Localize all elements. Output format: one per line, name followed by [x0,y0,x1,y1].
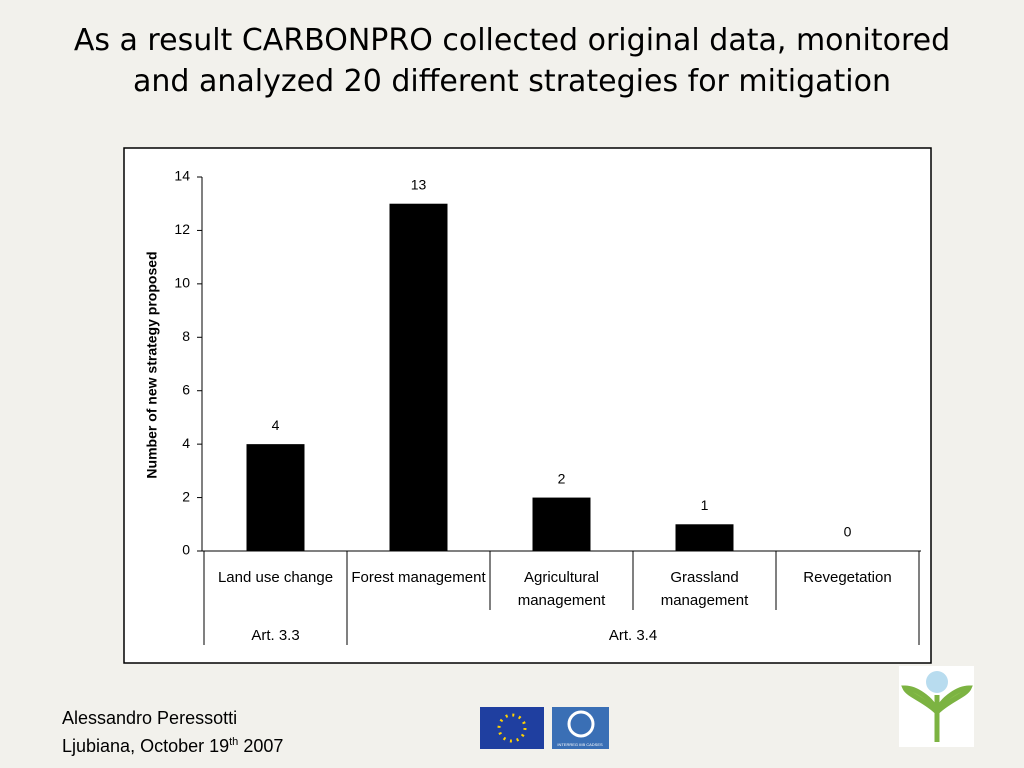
x-tick-label: Grassland management [660,569,749,609]
y-tick-label: 2 [182,488,190,504]
date: Ljubiana, October 19th 2007 [62,730,283,758]
value-label: 0 [844,524,852,540]
chart-frame [123,147,932,664]
y-tick-label: 14 [174,168,190,184]
x-tick-label: Land use change [217,569,334,586]
x-tick-label: Forest management [351,569,486,586]
y-tick-label: 6 [182,381,190,397]
y-axis-label: Number of new strategy proposed [144,251,160,478]
value-label: 13 [411,176,427,192]
value-label: 2 [558,470,566,486]
date-sup: th [229,736,239,748]
footer: Alessandro Peressotti Ljubiana, October … [62,706,283,758]
group-label: Art. 3.4 [608,627,658,644]
y-tick-label: 12 [174,221,190,237]
eu-flag [480,707,544,749]
date-text: 2007 [238,736,284,756]
carbonpro-logo [899,666,974,747]
y-tick-label: 0 [182,542,190,558]
interreg-logo: INTERREG IIIB CADSES [552,707,609,749]
y-tick-label: 8 [182,328,190,344]
date-text: Ljubiana, October 19 [62,736,230,756]
value-label: 4 [272,417,280,433]
y-tick-label: 10 [174,275,190,291]
x-tick-label: Revegetation [803,569,892,586]
bar [246,444,305,551]
group-label: Art. 3.3 [251,627,300,644]
bar [675,524,734,551]
slide-title: As a result CARBONPRO collected original… [73,23,951,99]
interreg-text: INTERREG IIIB CADSES [557,742,603,747]
bar [389,203,448,551]
author: Alessandro Peressotti [62,708,238,728]
y-tick-label: 4 [182,435,190,451]
bar [532,497,591,551]
x-tick-label: Agricultural management [517,569,606,609]
value-label: 1 [701,497,709,513]
